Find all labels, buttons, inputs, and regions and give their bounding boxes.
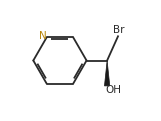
Text: Br: Br (114, 25, 125, 35)
Text: N: N (39, 31, 47, 41)
Text: OH: OH (106, 85, 122, 95)
Polygon shape (104, 60, 110, 86)
